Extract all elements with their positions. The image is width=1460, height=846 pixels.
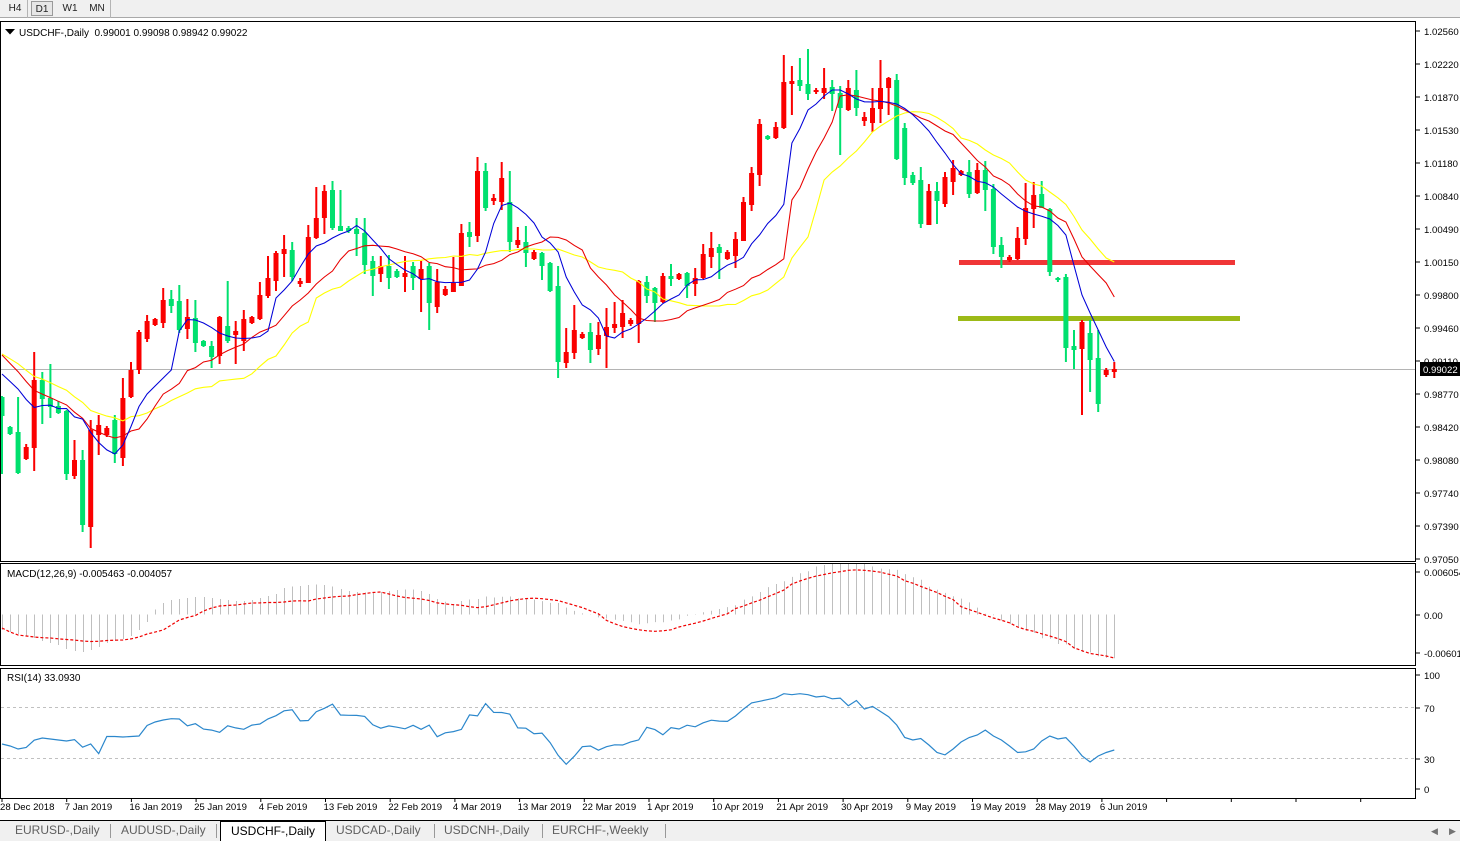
svg-text:1.01530: 1.01530 <box>1424 126 1459 137</box>
svg-text:10 Apr 2019: 10 Apr 2019 <box>712 802 764 813</box>
svg-text:0.00: 0.00 <box>1424 611 1443 622</box>
svg-text:RSI(14) 33.0930: RSI(14) 33.0930 <box>7 673 81 684</box>
svg-text:100: 100 <box>1424 671 1440 682</box>
svg-text:1 Apr 2019: 1 Apr 2019 <box>647 802 693 813</box>
svg-text:25 Jan 2019: 25 Jan 2019 <box>194 802 247 813</box>
svg-text:0.006054: 0.006054 <box>1424 568 1460 579</box>
svg-text:0.99460: 0.99460 <box>1424 324 1459 335</box>
svg-text:1.00840: 1.00840 <box>1424 192 1459 203</box>
svg-text:13 Mar 2019: 13 Mar 2019 <box>518 802 572 813</box>
svg-text:13 Feb 2019: 13 Feb 2019 <box>324 802 378 813</box>
svg-text:0.97740: 0.97740 <box>1424 489 1459 500</box>
svg-text:4 Feb 2019: 4 Feb 2019 <box>259 802 308 813</box>
svg-text:16 Jan 2019: 16 Jan 2019 <box>129 802 182 813</box>
svg-text:1.01870: 1.01870 <box>1424 93 1459 104</box>
svg-text:6 Jun 2019: 6 Jun 2019 <box>1100 802 1147 813</box>
svg-text:28 Dec 2018: 28 Dec 2018 <box>0 802 54 813</box>
svg-text:0.98420: 0.98420 <box>1424 423 1459 434</box>
svg-text:1.00150: 1.00150 <box>1424 258 1459 269</box>
svg-text:0.98770: 0.98770 <box>1424 390 1459 401</box>
svg-text:7 Jan 2019: 7 Jan 2019 <box>65 802 112 813</box>
svg-text:0.99800: 0.99800 <box>1424 291 1459 302</box>
svg-text:22 Mar 2019: 22 Mar 2019 <box>582 802 636 813</box>
svg-text:28 May 2019: 28 May 2019 <box>1035 802 1090 813</box>
svg-text:1.01180: 1.01180 <box>1424 159 1458 170</box>
svg-text:1.00490: 1.00490 <box>1424 225 1459 236</box>
svg-text:22 Feb 2019: 22 Feb 2019 <box>388 802 442 813</box>
svg-text:0.98080: 0.98080 <box>1424 456 1459 467</box>
svg-text:70: 70 <box>1424 704 1435 715</box>
svg-text:30: 30 <box>1424 755 1435 766</box>
svg-text:30 Apr 2019: 30 Apr 2019 <box>841 802 893 813</box>
svg-text:1.02220: 1.02220 <box>1424 60 1459 71</box>
svg-text:0: 0 <box>1424 785 1429 796</box>
svg-text:1.02560: 1.02560 <box>1424 27 1459 38</box>
svg-text:9 May 2019: 9 May 2019 <box>906 802 956 813</box>
svg-text:0.99022: 0.99022 <box>1423 365 1458 376</box>
svg-text:0.97050: 0.97050 <box>1424 555 1459 566</box>
svg-text:MACD(12,26,9) -0.005463 -0.004: MACD(12,26,9) -0.005463 -0.004057 <box>7 569 173 580</box>
svg-text:4 Mar 2019: 4 Mar 2019 <box>453 802 502 813</box>
svg-text:USDCHF-,Daily 0.99001 0.99098: USDCHF-,Daily 0.99001 0.99098 0.98942 0.… <box>19 28 248 39</box>
svg-text:19 May 2019: 19 May 2019 <box>971 802 1026 813</box>
svg-text:0.97390: 0.97390 <box>1424 522 1459 533</box>
svg-text:21 Apr 2019: 21 Apr 2019 <box>776 802 828 813</box>
